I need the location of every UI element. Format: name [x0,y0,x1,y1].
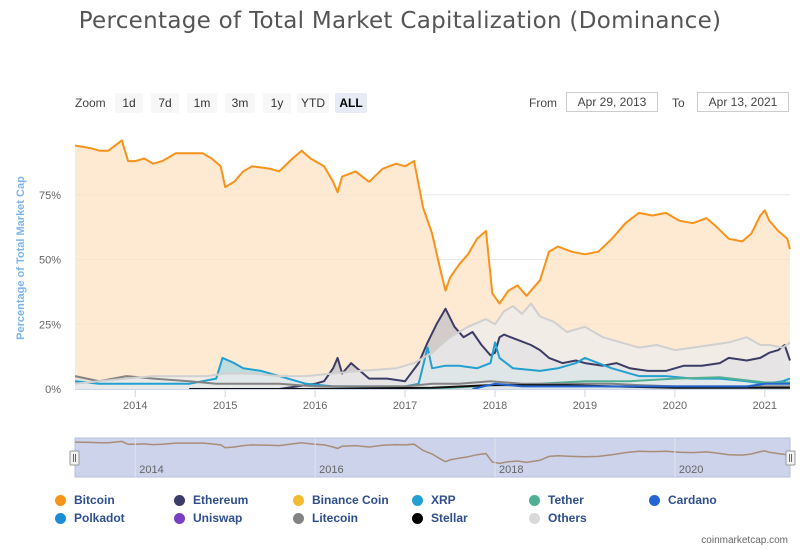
line-others[interactable] [74,302,791,385]
x-tick-label: 2017 [393,400,417,412]
page-title: Percentage of Total Market Capitalizatio… [78,8,722,34]
legend-label: Bitcoin [74,493,115,507]
y-axis-label: Percentage of Total Market Cap [15,176,27,340]
area-bitcoin [75,140,790,389]
navigator-handle-right[interactable] [785,450,796,466]
legend-marker [529,495,540,506]
navigator-tick-label: 2018 [499,464,523,476]
legend-marker [174,495,185,506]
legend-marker [293,495,304,506]
legend-label: Ethereum [193,493,249,507]
navigator-selection[interactable] [74,437,791,478]
zoom-button-ytd[interactable]: YTD [297,93,329,113]
legend-marker [174,513,185,524]
legend-label: XRP [431,493,456,507]
zoom-button-1d[interactable]: 1d [115,93,143,113]
legend-marker [412,495,423,506]
legend-label: Polkadot [74,511,125,525]
legend-label: Binance Coin [312,493,389,507]
zoom-button-1m[interactable]: 1m [187,93,217,113]
x-tick-label: 2021 [753,400,777,412]
line-ethereum[interactable] [279,307,791,390]
line-xrp[interactable] [74,341,791,388]
line-cardano[interactable] [472,382,791,390]
zoom-button-7d[interactable]: 7d [151,93,179,113]
legend-marker [55,495,66,506]
zoom-button-1y[interactable]: 1y [263,93,291,113]
y-tick-label: 50% [39,255,61,267]
y-tick-label: 0% [45,384,61,396]
x-tick-label: 2014 [123,400,147,412]
line-stellar[interactable] [189,384,790,390]
x-tick-label: 2020 [663,400,687,412]
zoom-button-3m[interactable]: 3m [225,93,255,113]
navigator-handle-left[interactable] [69,450,80,466]
credits-link[interactable]: coinmarketcap.com [701,535,788,546]
range-to-input[interactable]: Apr 13, 2021 [697,92,789,112]
y-tick-label: 25% [39,319,61,331]
navigator-tick-label: 2020 [679,464,703,476]
zoom-button-all[interactable]: ALL [335,93,367,113]
x-tick-label: 2015 [213,400,237,412]
x-tick-label: 2018 [483,400,507,412]
range-from-label: From [529,96,557,110]
legend-label: Tether [548,493,584,507]
y-axis-ticks: 0% 25% 50% 75% [39,190,61,396]
line-bitcoin[interactable] [74,139,791,305]
legend-label: Uniswap [193,511,243,525]
range-from-input[interactable]: Apr 29, 2013 [566,92,658,112]
legend-marker [412,513,423,524]
legend-marker [529,513,540,524]
legend-marker [55,513,66,524]
navigator-tick-label: 2016 [319,464,343,476]
legend: Bitcoin Ethereum Binance Coin XRP Tether Card… [55,492,775,532]
legend-label: Litecoin [312,511,359,525]
navigator[interactable]: 2014 2016 2018 2020 [69,437,796,478]
x-tick-label: 2019 [573,400,597,412]
x-tick-label: 2016 [303,400,327,412]
legend-label: Cardano [668,493,717,507]
legend-marker [649,495,660,506]
legend-label: Stellar [431,511,468,525]
y-tick-label: 75% [39,190,61,202]
legend-label: Others [548,511,587,525]
navigator-tick-label: 2014 [139,464,163,476]
zoom-label: Zoom [75,96,106,110]
x-axis-ticks: 2014 2015 2016 2017 2018 2019 2020 2021 [75,389,790,412]
range-to-label: To [672,96,685,110]
navigator-series-line [74,440,791,465]
legend-marker [293,513,304,524]
